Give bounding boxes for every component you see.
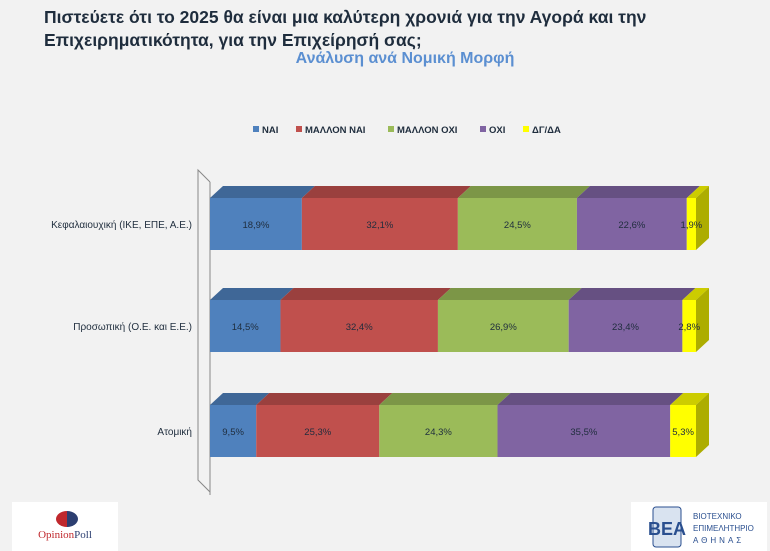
bar-top-2-2 (379, 393, 511, 405)
svg-text:OpinionPoll: OpinionPoll (38, 529, 92, 541)
bar-2-1 (256, 405, 380, 457)
bar-top-1-2 (437, 288, 582, 300)
data-label-1-0: 14,5% (232, 322, 259, 333)
bar-1-1 (280, 300, 438, 352)
data-label-0-2: 24,5% (504, 220, 531, 231)
legend-swatch-0 (253, 126, 259, 132)
bar-top-1-3 (568, 288, 696, 300)
chart-title: Πιστεύετε ότι το 2025 θα είναι μια καλύτ… (44, 7, 647, 50)
svg-text:ΒΙΟΤΕΧΝΙΚΟ: ΒΙΟΤΕΧΝΙΚΟ (693, 512, 742, 521)
bar-side-0 (696, 186, 709, 250)
data-label-2-0: 9,5% (222, 427, 244, 438)
bea-logo-graphic: ΒΕΑ ΒΙΟΤΕΧΝΙΚΟ ΕΠΙΜΕΛΗΤΗΡΙΟ ΑΘΗΝΑΣ (648, 506, 754, 548)
bar-top-0-1 (301, 186, 471, 198)
svg-text:ΑΘΗΝΑΣ: ΑΘΗΝΑΣ (693, 536, 744, 545)
bar-2-0 (210, 405, 257, 457)
svg-text:ΒΕΑ: ΒΕΑ (648, 519, 686, 539)
bar-0-1 (301, 198, 458, 250)
bar-0-0 (210, 198, 302, 250)
data-label-2-4: 5,3% (672, 427, 694, 438)
bar-2-4 (670, 405, 696, 457)
category-label-1: Προσωπική (Ο.Ε. και Ε.Ε.) (73, 321, 192, 333)
data-label-1-1: 32,4% (346, 322, 373, 333)
legend-swatch-1 (296, 126, 302, 132)
bar-1-4 (682, 300, 696, 352)
bar-2-2 (379, 405, 498, 457)
legend-swatch-2 (388, 126, 394, 132)
legend-label-0: ΝΑΙ (262, 125, 278, 136)
bea-logo: ΒΕΑ ΒΙΟΤΕΧΝΙΚΟ ΕΠΙΜΕΛΗΤΗΡΙΟ ΑΘΗΝΑΣ (631, 502, 767, 551)
data-label-1-3: 23,4% (612, 322, 639, 333)
opinionpoll-logo: OpinionPoll (12, 502, 118, 551)
bar-top-0-3 (576, 186, 700, 198)
bar-1-2 (437, 300, 569, 352)
bar-2-3 (497, 405, 671, 457)
data-label-0-1: 32,1% (366, 220, 393, 231)
opinionpoll-logo-graphic: OpinionPoll (38, 511, 92, 541)
data-label-2-2: 24,3% (425, 427, 452, 438)
legend-label-4: ΔΓ/ΔΑ (532, 125, 561, 136)
data-label-1-4: 2,8% (678, 322, 700, 333)
bar-top-1-1 (280, 288, 451, 300)
data-label-0-3: 22,6% (618, 220, 645, 231)
legend-swatch-3 (480, 126, 486, 132)
bar-top-0-0 (210, 186, 315, 198)
data-label-0-0: 18,9% (242, 220, 269, 231)
bar-1-0 (210, 300, 281, 352)
legend-label-1: ΜΑΛΛΟΝ ΝΑΙ (305, 125, 365, 136)
bar-side-1 (696, 288, 709, 352)
data-label-2-3: 35,5% (570, 427, 597, 438)
bar-top-2-0 (210, 393, 270, 405)
bar-0-4 (686, 198, 696, 250)
legend-swatch-4 (523, 126, 529, 132)
bar-1-3 (568, 300, 683, 352)
legend-label-3: ΟΧΙ (489, 125, 505, 136)
bar-top-1-0 (210, 288, 294, 300)
category-label-2: Ατομική (157, 426, 192, 438)
bar-top-2-3 (497, 393, 684, 405)
bar-0-2 (457, 198, 577, 250)
bar-top-2-4 (670, 393, 709, 405)
bar-top-0-4 (686, 186, 709, 198)
data-label-2-1: 25,3% (304, 427, 331, 438)
chart-subtitle: Ανάλυση ανά Νομική Μορφή (295, 50, 515, 67)
category-label-0: Κεφαλαιουχική (ΙΚΕ, ΕΠΕ, Α.Ε.) (51, 219, 192, 231)
svg-text:ΕΠΙΜΕΛΗΤΗΡΙΟ: ΕΠΙΜΕΛΗΤΗΡΙΟ (693, 524, 754, 533)
bar-top-2-1 (256, 393, 393, 405)
bar-0-3 (576, 198, 687, 250)
data-label-0-4: 1,9% (681, 220, 703, 231)
legend-label-2: ΜΑΛΛΟΝ ΟΧΙ (397, 125, 457, 136)
data-label-1-2: 26,9% (490, 322, 517, 333)
chart-wall (197, 168, 211, 493)
bar-top-1-4 (682, 288, 709, 300)
bar-top-0-2 (457, 186, 590, 198)
bar-side-2 (696, 393, 709, 457)
